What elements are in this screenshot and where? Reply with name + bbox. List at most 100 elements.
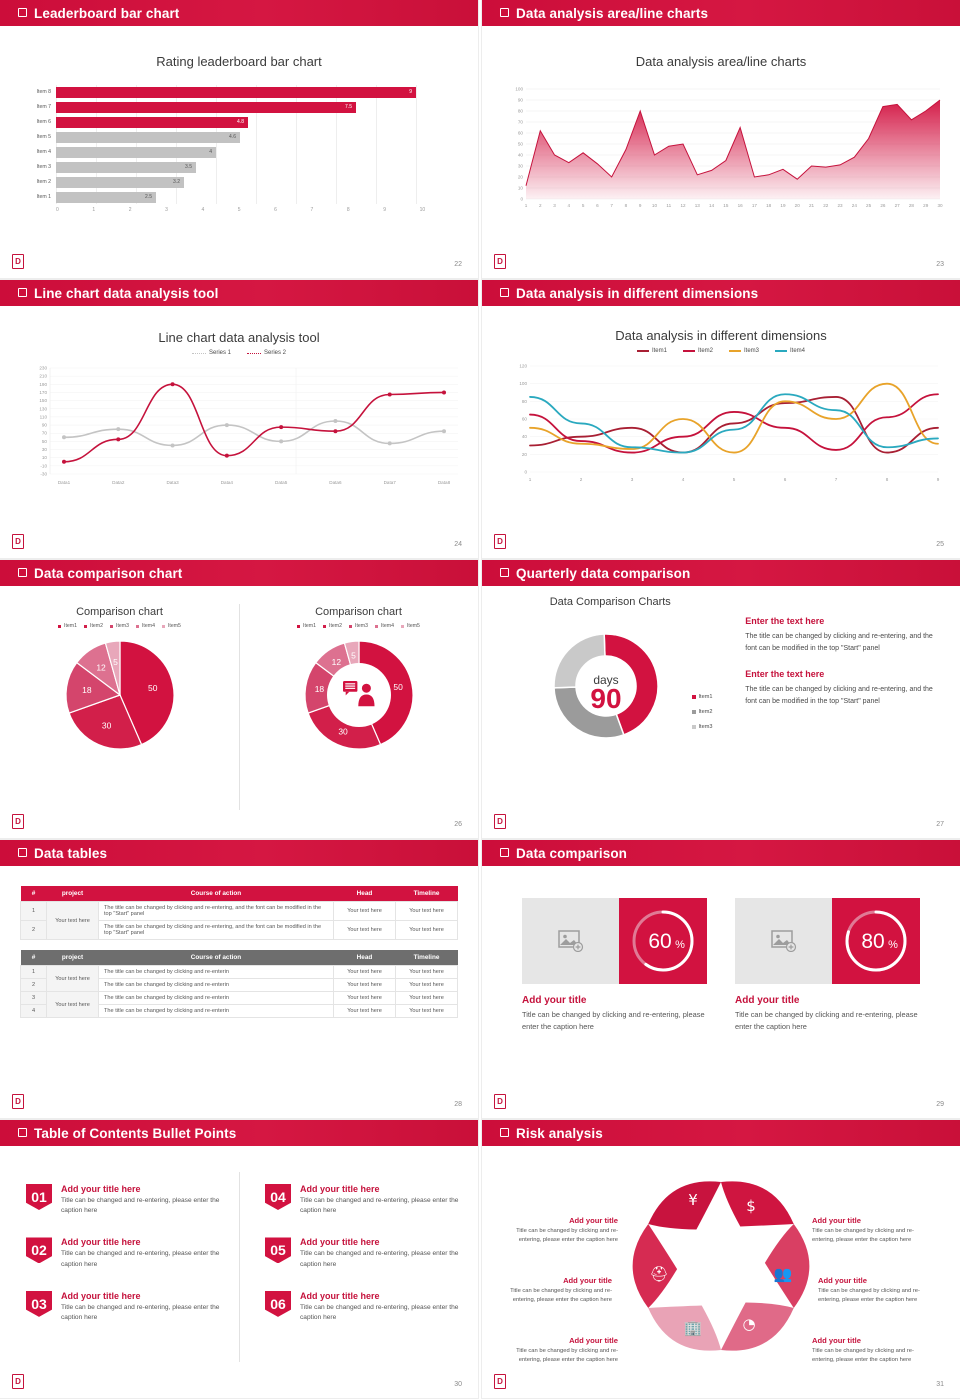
svg-text:%: %: [675, 939, 685, 951]
bar-category-label: Item 3: [36, 164, 51, 170]
cell-course: The title can be changed by clicking and…: [98, 991, 334, 1005]
svg-text:90: 90: [518, 98, 524, 103]
svg-text:-30: -30: [40, 472, 47, 477]
risk-item: Add your title Title can be changed by cl…: [496, 1216, 618, 1246]
slide-header: Leaderboard bar chart: [0, 0, 478, 31]
toc-number-badge: 04: [265, 1184, 291, 1210]
legend-label: Item2: [90, 623, 103, 629]
svg-text:60: 60: [522, 417, 528, 422]
bar-fill: 3.2: [56, 176, 184, 188]
bar-axis-tick: 0: [56, 207, 59, 213]
risk-title: Add your title: [812, 1216, 861, 1225]
comparison-cards: 60% Add your title Title can be changed by…: [482, 870, 960, 1033]
legend-dot: [692, 710, 696, 714]
svg-text:8: 8: [886, 477, 889, 482]
legend-swatch: [191, 352, 206, 354]
slide-quarterly-data-comparison: Quarterly data comparison Data Compariso…: [482, 560, 960, 838]
page-number: 24: [454, 541, 462, 548]
risk-petal: [648, 1181, 721, 1230]
svg-text:18: 18: [314, 684, 324, 694]
legend-dot: [297, 624, 301, 628]
toc-title: Add your title here: [61, 1290, 141, 1301]
bar-track: 3.2: [56, 176, 456, 188]
toc-item[interactable]: 05 Add your title here Title can be change…: [265, 1237, 462, 1269]
cell-index: 2: [20, 920, 47, 940]
svg-text:50: 50: [42, 439, 48, 444]
svg-text:4: 4: [682, 477, 685, 482]
toc-item[interactable]: 01 Add your title here Title can be change…: [26, 1184, 223, 1216]
svg-text:210: 210: [39, 374, 47, 379]
table-row: 2 The title can be changed by clicking an…: [20, 978, 458, 992]
svg-text:days: days: [594, 673, 619, 687]
table-bottom-wrapper: # project Course of action Head Timeline 1 Yo…: [20, 950, 458, 1018]
legend-item: Item1: [297, 623, 316, 629]
svg-text:Data3: Data3: [166, 480, 179, 485]
table-column-header: Head: [333, 950, 396, 966]
slide-body: Comparison chart Item1 Item2 Item3 Item4 Ite…: [0, 590, 478, 838]
risk-title: Add your title: [569, 1336, 618, 1345]
donut-chart: 50 30 18 12 5: [303, 640, 414, 750]
slide-header: Data comparison: [482, 840, 960, 871]
svg-text:30: 30: [42, 447, 48, 452]
bar-value-label: 3.2: [173, 179, 180, 185]
bar-axis-tick: 7: [310, 207, 314, 213]
bar-row: Item 7 7.5: [22, 100, 456, 114]
svg-text:26: 26: [880, 203, 886, 208]
bar-value-label: 3.5: [185, 164, 192, 170]
page-number: 25: [936, 541, 944, 548]
toc-title: Add your title here: [300, 1237, 380, 1248]
table-row: 1 Your text here The title can be changed …: [20, 901, 458, 940]
svg-text:70: 70: [518, 120, 524, 125]
svg-text:0: 0: [520, 197, 523, 202]
toc-item[interactable]: 02 Add your title here Title can be change…: [26, 1237, 223, 1269]
progress-ring-icon: 80%: [845, 910, 907, 972]
legend-swatch: [775, 350, 788, 352]
cell-course: The title can be changed by clicking and…: [98, 1004, 334, 1018]
legend-label: Item1: [303, 623, 317, 629]
bar-fill: 4.8: [56, 116, 248, 128]
block-title: Enter the text here: [745, 616, 825, 626]
bar-x-axis: 0 1 2 3 4 5 6 7 8 9 10: [56, 207, 456, 213]
svg-text:5: 5: [733, 477, 736, 482]
svg-text:20: 20: [522, 452, 528, 457]
toc-item[interactable]: 04 Add your title here Title can be change…: [265, 1184, 462, 1216]
bar-category-label: Item 7: [36, 104, 51, 110]
toc-item[interactable]: 03 Add your title here Title can be change…: [26, 1290, 223, 1323]
legend-swatch: [636, 350, 649, 352]
toc-caption: Title can be changed and re-entering, pl…: [300, 1250, 459, 1268]
table-row: 1 Your text here The title can be changed …: [20, 965, 458, 992]
svg-text:28: 28: [909, 203, 915, 208]
legend-dot: [323, 624, 327, 628]
svg-text:8: 8: [625, 203, 628, 208]
image-placeholder[interactable]: [522, 898, 619, 984]
slide-data-tables: Data tables # project Course of action Head…: [0, 840, 478, 1118]
chart-legend: Item1 Item2 Item3 Item4: [482, 348, 960, 354]
table-body: 1 Your text here The title can be changed …: [20, 965, 458, 1018]
legend-swatch: [682, 350, 695, 352]
text-block: Enter the text here The title can be cha…: [745, 669, 946, 708]
slide-data-comparison-chart: Data comparison chart Comparison chart I…: [0, 560, 478, 838]
svg-text:70: 70: [42, 431, 48, 436]
table-row: 4 The title can be changed by clicking an…: [20, 1004, 458, 1018]
cell-timeline: Your text here: [395, 920, 458, 940]
legend-item: Item2: [692, 709, 713, 715]
cell-timeline: Your text here: [395, 901, 458, 921]
svg-text:80: 80: [522, 399, 528, 404]
legend-dot: [58, 624, 62, 628]
legend-dot: [161, 624, 165, 628]
svg-text:2: 2: [580, 477, 583, 482]
bar-chart: Rating leaderboard bar chart Item 8 9 Item…: [22, 54, 456, 213]
slide-data-comparison-cards: Data comparison 60% Add your title Title c…: [482, 840, 960, 1118]
svg-text:18: 18: [766, 203, 772, 208]
cell-index: 4: [20, 1004, 47, 1018]
table-column-header: #: [20, 886, 47, 902]
svg-text:👥: 👥: [774, 1265, 793, 1283]
brand-logo-icon: D: [494, 254, 506, 269]
image-placeholder[interactable]: [735, 898, 832, 984]
chart-title: Data analysis area/line charts: [635, 54, 807, 69]
toc-item[interactable]: 06 Add your title here Title can be change…: [265, 1290, 462, 1323]
legend-item: Item1: [58, 623, 77, 629]
svg-text:40: 40: [518, 153, 524, 158]
percent-ring: 80%: [832, 898, 920, 984]
legend-dot: [84, 624, 88, 628]
